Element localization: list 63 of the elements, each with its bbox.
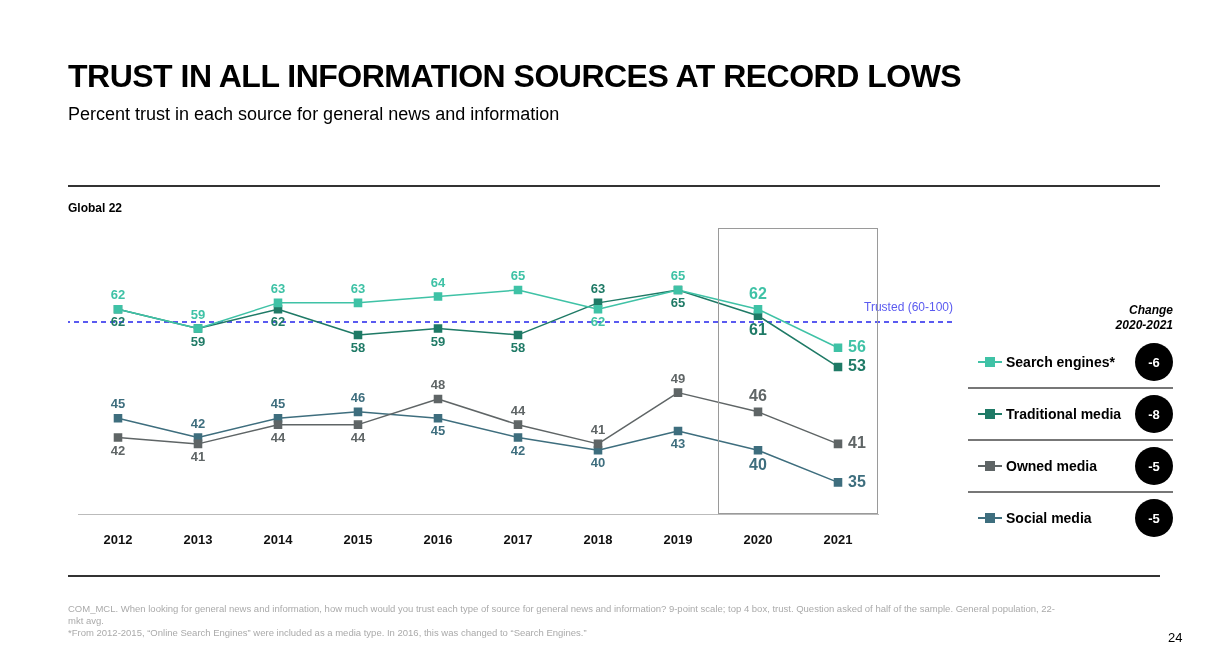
x-tick-label: 2020 — [743, 531, 773, 547]
data-label: 53 — [848, 357, 866, 375]
data-label: 46 — [749, 387, 767, 405]
x-tick-label: 2016 — [423, 531, 453, 547]
circle-badge: -6 — [1135, 343, 1173, 381]
data-label: 41 — [190, 448, 206, 464]
data-label: 42 — [110, 442, 126, 458]
data-label: 65 — [670, 268, 686, 284]
legend-label: Traditional media — [1006, 406, 1123, 422]
chart-title: TRUST IN ALL INFORMATION SOURCES AT RECORD LOWS — [68, 58, 962, 95]
data-label: 48 — [430, 377, 446, 393]
x-tick-label: 2017 — [503, 531, 533, 547]
x-tick-label: 2018 — [583, 531, 613, 547]
data-label: 59 — [190, 333, 206, 349]
data-label: 58 — [350, 340, 366, 355]
circle-badge: -5 — [1135, 499, 1173, 537]
data-label: 62 — [110, 287, 126, 303]
data-label: 59 — [190, 306, 206, 322]
data-label: 40 — [590, 455, 606, 471]
data-label: 59 — [430, 333, 446, 349]
circle-badge: -8 — [1135, 395, 1173, 433]
circle-badge: -5 — [1135, 447, 1173, 485]
data-label: 62 — [590, 314, 606, 330]
data-label: 65 — [670, 295, 686, 311]
data-label: 63 — [590, 280, 606, 296]
data-label: 41 — [848, 434, 866, 452]
chart-subtitle: Percent trust in each source for general news and information — [68, 104, 560, 125]
x-tick-label: 2015 — [343, 531, 373, 547]
data-label: 64 — [430, 274, 446, 290]
data-label: 44 — [510, 402, 526, 418]
x-tick-label: 2014 — [263, 531, 294, 547]
x-tick-label: 2013 — [183, 531, 213, 547]
data-label: 44 — [270, 429, 286, 445]
text: Global 22 — [68, 201, 123, 215]
data-label: 42 — [190, 415, 206, 431]
data-label: 63 — [270, 280, 286, 296]
data-label: 40 — [749, 455, 767, 473]
legend-label: Search engines* — [1006, 354, 1116, 370]
legend-label: Owned media — [1006, 458, 1099, 474]
data-label: 45 — [110, 396, 126, 412]
data-label: 45 — [430, 423, 446, 439]
text: 24 — [1168, 630, 1183, 645]
data-label: 56 — [848, 338, 866, 356]
text: COM_MCL. When looking for general news and information, how much would you trust each type of source for general news and information? 9-point scale; top 4 box, trust. Question asked of half of the sample. General population, 22-mkt avg. — [68, 603, 1056, 627]
data-label: 65 — [510, 268, 526, 284]
data-label: 62 — [749, 284, 767, 302]
data-label: 58 — [510, 340, 526, 355]
data-label: 41 — [590, 421, 606, 437]
data-label: 43 — [670, 436, 686, 452]
data-label: 63 — [350, 280, 366, 296]
data-label: 35 — [848, 472, 866, 490]
x-tick-label: 2019 — [663, 531, 693, 547]
data-label: 44 — [350, 429, 366, 445]
text: *From 2012-2015, “Online Search Engines” were included as a media type. In 2016, this was changed to “Search Engines.” — [68, 627, 588, 639]
data-label: 42 — [510, 442, 526, 458]
x-tick-label: 2021 — [823, 531, 853, 547]
data-label: 49 — [670, 370, 686, 386]
data-label: 45 — [270, 396, 286, 412]
data-label: 61 — [749, 321, 767, 339]
x-tick-label: 2012 — [103, 531, 133, 547]
legend-label: Social media — [1006, 510, 1093, 526]
data-label: 46 — [350, 389, 366, 405]
text: Change 2020-2021 — [1114, 303, 1173, 333]
